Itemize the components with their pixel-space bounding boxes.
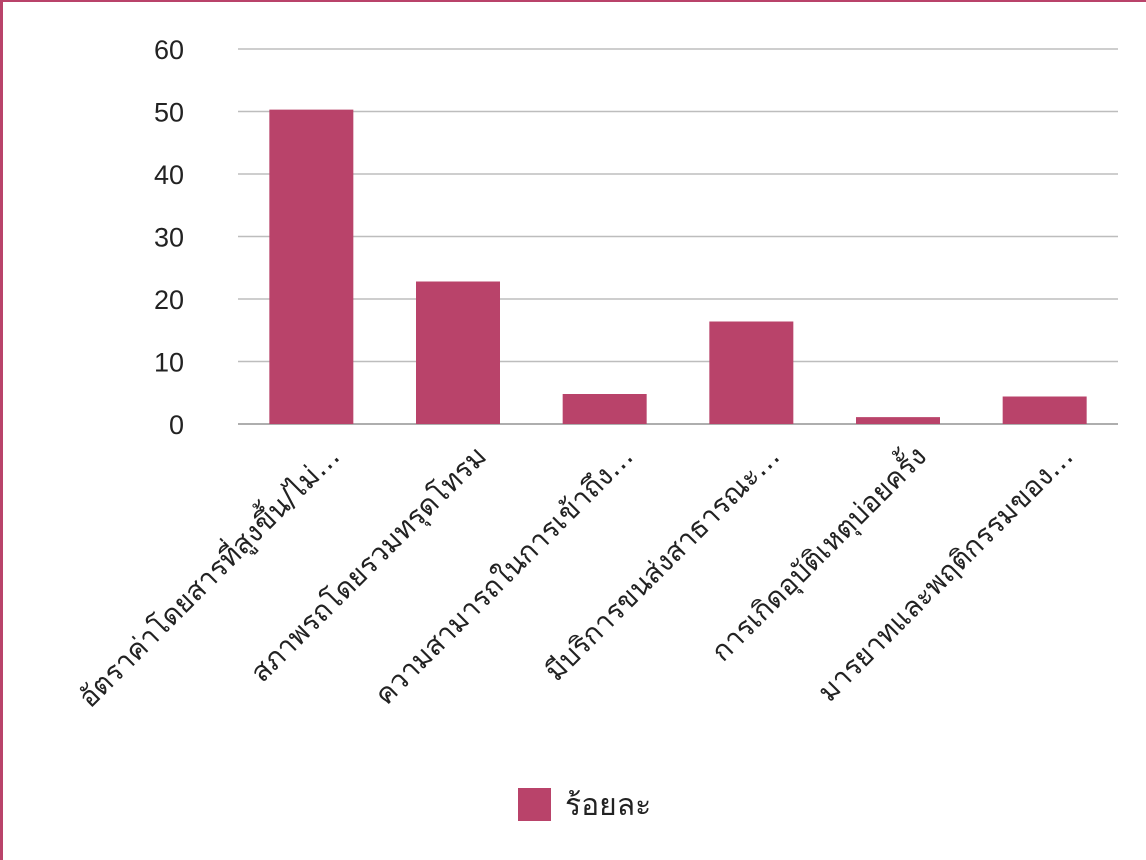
x-category-label-6: มารยาทและพฤติกรรมของ… — [811, 440, 1080, 709]
y-tick-label: 50 — [154, 98, 184, 128]
bar-4 — [709, 321, 794, 424]
legend-label: ร้อยละ — [565, 788, 651, 823]
bars — [269, 109, 1087, 424]
x-category-label-3: ความสามารถในการเข้าถึง… — [368, 440, 640, 712]
gridlines — [238, 48, 1118, 425]
x-category-label-2: สภาพรถโดยรวมทรุดโทรม — [244, 440, 494, 690]
y-axis-ticks: 0 10 20 30 40 50 60 — [154, 35, 184, 440]
x-category-label-4: มีบริการขนส่งสาธารณะ… — [538, 440, 786, 688]
bar-1 — [269, 109, 354, 424]
y-tick-label: 60 — [154, 35, 184, 65]
y-tick-label: 40 — [154, 160, 184, 190]
x-category-label-1: อัตราค่าโดยสารที่สูงขึ้น/ไม่… — [69, 437, 347, 715]
legend: ร้อยละ — [518, 788, 651, 823]
y-tick-label: 10 — [154, 348, 184, 378]
legend-swatch — [518, 788, 551, 821]
bar-6 — [1002, 396, 1087, 424]
y-tick-label: 20 — [154, 285, 184, 315]
bar-3 — [562, 394, 647, 424]
bar-2 — [416, 281, 500, 424]
x-axis-labels: อัตราค่าโดยสารที่สูงขึ้น/ไม่…สภาพรถโดยรว… — [69, 437, 1080, 715]
bar-5 — [856, 417, 940, 424]
y-tick-label: 0 — [169, 410, 184, 440]
y-tick-label: 30 — [154, 223, 184, 253]
